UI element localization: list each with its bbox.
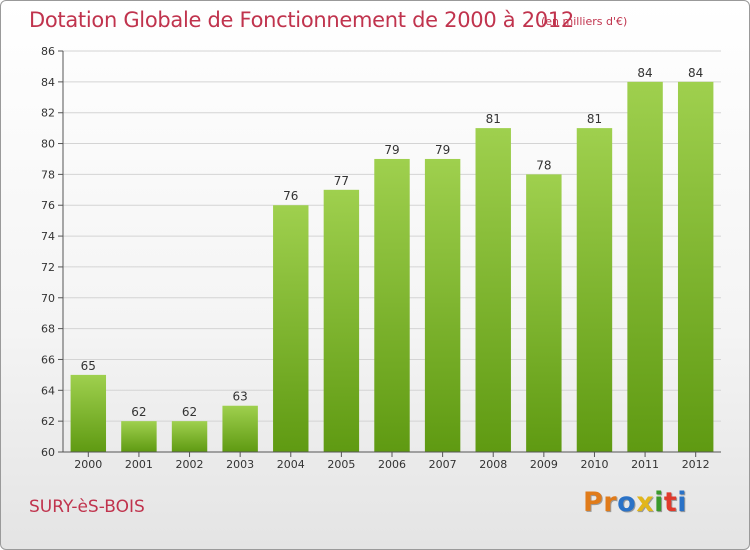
- bar-2011: [627, 81, 663, 452]
- bar-2010: [576, 128, 613, 452]
- y-tick-label: 84: [41, 76, 55, 89]
- y-tick-label: 86: [41, 45, 55, 58]
- x-tick-label: 2007: [429, 458, 457, 471]
- x-tick-label: 2012: [682, 458, 710, 471]
- data-label: 84: [637, 66, 652, 80]
- bar-2000: [70, 374, 107, 452]
- data-label: 63: [233, 390, 248, 404]
- y-tick-label: 80: [41, 138, 55, 151]
- y-tick-label: 74: [41, 230, 55, 243]
- proxiti-logo: Proxiti: [583, 487, 687, 518]
- y-tick-label: 60: [41, 446, 55, 459]
- bar-2003: [222, 405, 258, 452]
- x-tick-label: 2001: [125, 458, 153, 471]
- bar-2002: [171, 421, 208, 452]
- bar-2001: [121, 421, 157, 452]
- brand-letter: i: [677, 487, 688, 518]
- x-tick-label: 2010: [580, 458, 608, 471]
- x-tick-label: 2004: [277, 458, 305, 471]
- x-tick-label: 2003: [226, 458, 254, 471]
- data-label: 79: [435, 143, 450, 157]
- x-tick-label: 2011: [631, 458, 659, 471]
- y-tick-label: 62: [41, 415, 55, 428]
- brand-letter: t: [663, 487, 678, 518]
- data-label: 76: [283, 189, 298, 203]
- data-label: 79: [384, 143, 399, 157]
- bar-2004: [273, 205, 309, 452]
- chart-title: Dotation Globale de Fonctionnement de 20…: [29, 8, 574, 32]
- x-tick-label: 2009: [530, 458, 558, 471]
- data-label: 62: [182, 405, 197, 419]
- data-label: 84: [688, 66, 703, 80]
- brand-letter: r: [603, 487, 618, 518]
- x-tick-label: 2006: [378, 458, 406, 471]
- bar-2005: [323, 189, 360, 453]
- y-tick-label: 64: [41, 384, 55, 397]
- x-tick-label: 2008: [479, 458, 507, 471]
- bar-2007: [424, 158, 461, 452]
- brand-letter: P: [583, 487, 604, 518]
- y-tick-label: 70: [41, 292, 55, 305]
- data-label: 77: [334, 174, 349, 188]
- x-tick-label: 2002: [176, 458, 204, 471]
- y-tick-label: 76: [41, 199, 55, 212]
- y-tick-label: 72: [41, 261, 55, 274]
- data-label: 81: [587, 112, 602, 126]
- brand-letter: o: [617, 487, 637, 518]
- brand-letter: i: [654, 487, 664, 518]
- y-tick-label: 68: [41, 323, 55, 336]
- bar-2012: [677, 81, 714, 452]
- commune-name: SURY-èS-BOIS: [29, 497, 145, 517]
- unit-note: (en milliers d'€): [541, 15, 628, 28]
- x-tick-label: 2000: [74, 458, 102, 471]
- y-tick-label: 66: [41, 353, 55, 366]
- brand-letter: x: [636, 487, 655, 518]
- y-tick-label: 82: [41, 107, 55, 120]
- bar-2008: [475, 128, 511, 452]
- bar-2009: [526, 174, 562, 452]
- bar-2006: [374, 158, 410, 452]
- x-tick-label: 2005: [327, 458, 355, 471]
- y-tick-label: 78: [41, 168, 55, 181]
- data-label: 62: [131, 405, 146, 419]
- data-label: 78: [536, 158, 551, 172]
- data-label: 81: [486, 112, 501, 126]
- data-label: 65: [81, 359, 96, 373]
